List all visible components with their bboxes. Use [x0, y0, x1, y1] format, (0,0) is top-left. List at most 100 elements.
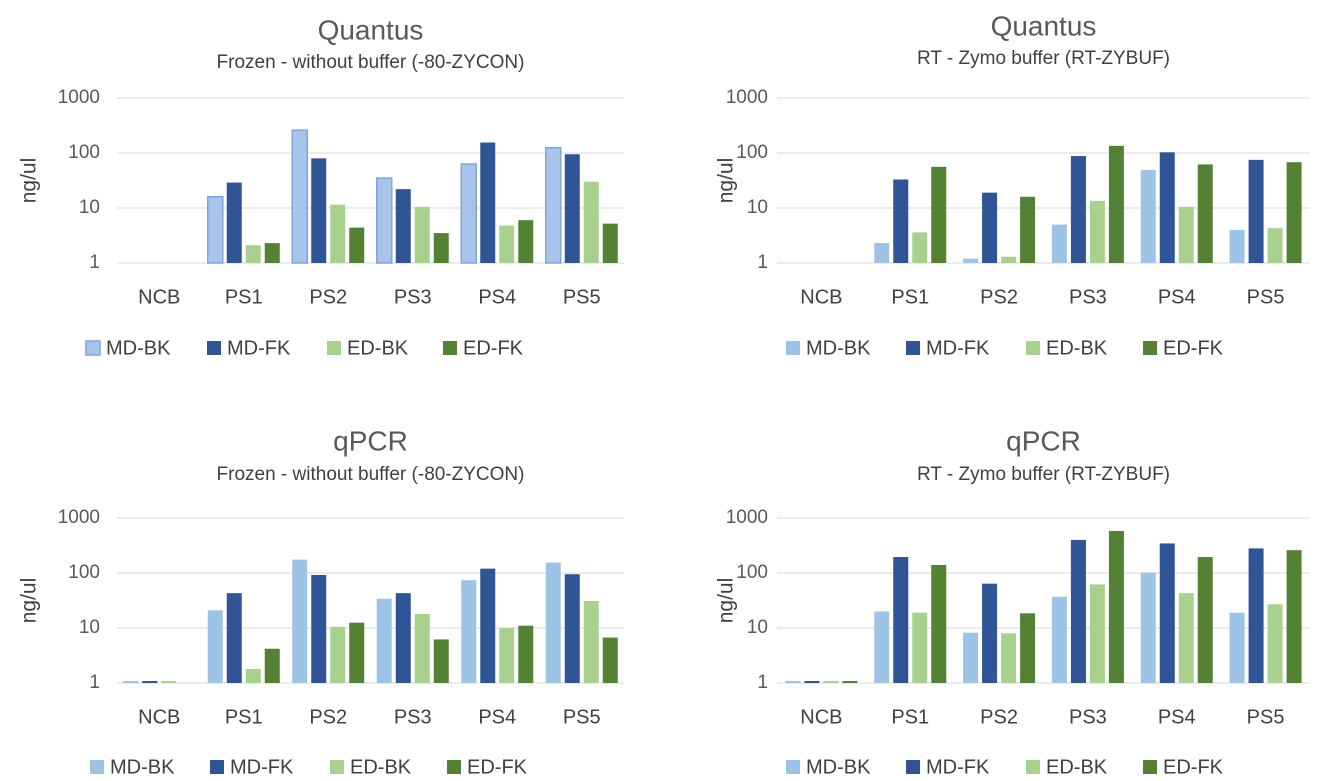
x-tick-label: PS4	[1158, 286, 1196, 308]
y-tick-label: 100	[736, 562, 768, 583]
legend-label-ed-fk: ED-FK	[1163, 337, 1224, 359]
legend-swatch-md-bk	[85, 340, 101, 356]
bar-ed-fk-ps3	[1108, 145, 1124, 263]
bar-ed-bk-ps5	[583, 181, 599, 263]
y-axis-label: ng/ul	[715, 578, 738, 624]
bar-md-fk-ps1	[226, 593, 242, 683]
legend-label-ed-bk: ED-BK	[1046, 756, 1108, 778]
legend-swatch-ed-fk	[1143, 760, 1157, 774]
y-tick-label: 10	[79, 197, 100, 218]
bar-md-fk-ps3	[395, 593, 411, 683]
legend-label-md-fk: MD-FK	[926, 337, 990, 359]
bar-ed-bk-ps3	[414, 206, 430, 263]
bar-ed-bk-ps1	[245, 668, 261, 683]
bar-md-fk-ps1	[226, 182, 242, 263]
legend-label-md-fk: MD-FK	[926, 756, 990, 778]
legend-label-md-bk: MD-BK	[110, 756, 175, 778]
bar-ed-fk-ps4	[518, 220, 534, 263]
bar-ed-fk-ps5	[602, 637, 618, 683]
bar-md-fk-ps4	[480, 142, 496, 263]
bar-md-bk-ps4	[461, 580, 477, 683]
bar-ed-bk-ps4	[1178, 593, 1194, 683]
bar-ed-bk-ps3	[414, 613, 430, 683]
bar-ed-bk-ps2	[1001, 256, 1017, 263]
bar-md-fk-ps5	[564, 154, 580, 263]
legend-swatch-md-bk	[786, 341, 800, 355]
legend-swatch-md-bk	[90, 760, 104, 774]
bar-md-bk-ps3	[1051, 596, 1067, 683]
x-tick-label: PS3	[394, 286, 432, 308]
chart-title: qPCR	[1006, 425, 1081, 456]
bar-md-fk-ps2	[982, 192, 998, 263]
y-tick-label: 10	[747, 197, 768, 218]
legend-label-ed-fk: ED-FK	[1163, 756, 1224, 778]
legend-swatch-md-fk	[207, 341, 221, 355]
legend-swatch-md-fk	[210, 760, 224, 774]
x-tick-label: PS4	[1158, 706, 1196, 728]
bar-ed-bk-ps1	[912, 232, 928, 263]
bar-ed-bk-ps3	[1089, 200, 1105, 263]
x-tick-label: PS1	[891, 706, 929, 728]
bar-ed-fk-ps2	[349, 622, 365, 683]
bar-ed-bk-ps3	[1089, 584, 1105, 683]
legend-swatch-ed-bk	[330, 760, 344, 774]
legend-label-ed-bk: ED-BK	[347, 337, 409, 359]
y-tick-label: 100	[736, 142, 768, 163]
chart-title: Quantus	[318, 14, 424, 45]
x-tick-label: NCB	[800, 286, 842, 308]
bar-md-fk-ps2	[311, 158, 327, 263]
bar-md-bk-ps2	[963, 258, 979, 263]
bar-md-fk-ps4	[480, 568, 496, 683]
legend-swatch-ed-fk	[447, 760, 461, 774]
bar-md-bk-ps4	[460, 163, 477, 264]
bar-ed-bk-ps4	[499, 225, 515, 263]
legend-swatch-ed-fk	[1143, 341, 1157, 355]
bar-md-fk-ps4	[1159, 152, 1175, 263]
bar-md-fk-ps1	[893, 179, 909, 263]
bar-ed-bk-ncb	[161, 681, 177, 683]
bar-ed-fk-ps2	[1020, 196, 1036, 263]
bar-ed-fk-ps3	[1108, 531, 1124, 683]
legend-label-md-fk: MD-FK	[227, 337, 291, 359]
y-tick-label: 100	[68, 562, 100, 583]
y-tick-label: 1	[89, 252, 100, 273]
x-tick-label: PS5	[1247, 286, 1285, 308]
bar-md-bk-ps1	[874, 243, 890, 263]
bar-md-fk-ps2	[311, 574, 327, 683]
y-tick-label: 1000	[726, 507, 768, 528]
bar-md-bk-ps5	[545, 562, 561, 683]
bar-ed-fk-ps4	[1197, 557, 1213, 683]
chart-panel-1: Quantus Frozen - without buffer (-80-ZYCO…	[18, 14, 624, 359]
chart-panel-3: qPCR Frozen - without buffer (-80-ZYCON) n…	[18, 425, 624, 778]
bar-md-bk-ps2	[291, 129, 308, 264]
chart-title: qPCR	[333, 425, 408, 456]
bar-ed-fk-ps1	[931, 166, 947, 263]
y-tick-label: 100	[68, 142, 100, 163]
x-tick-label: PS1	[225, 286, 263, 308]
y-tick-label: 10	[747, 617, 768, 638]
bar-ed-bk-ps4	[1178, 206, 1194, 263]
legend-label-ed-fk: ED-FK	[467, 756, 528, 778]
y-tick-label: 1	[757, 672, 768, 693]
bar-md-bk-ps5	[1229, 612, 1245, 683]
bar-ed-fk-ncb	[842, 681, 858, 683]
bar-ed-fk-ps4	[518, 625, 534, 683]
bar-md-bk-ps2	[963, 632, 979, 683]
bar-ed-fk-ps3	[433, 639, 449, 683]
bar-md-fk-ncb	[142, 681, 158, 683]
bar-md-bk-ps4	[1140, 572, 1156, 683]
bar-ed-fk-ps5	[1286, 162, 1302, 263]
x-tick-label: PS3	[1069, 706, 1107, 728]
bar-md-fk-ps3	[1070, 539, 1086, 683]
bar-ed-fk-ps2	[349, 227, 365, 263]
legend-label-md-bk: MD-BK	[806, 337, 871, 359]
legend-label-ed-bk: ED-BK	[350, 756, 412, 778]
chart-panel-4: qPCR RT - Zymo buffer (RT-ZYBUF) ng/ul 1 10 1…	[715, 425, 1310, 778]
bar-md-fk-ps3	[395, 189, 411, 263]
legend-swatch-ed-bk	[327, 341, 341, 355]
bar-ed-fk-ps3	[433, 233, 449, 263]
bar-ed-fk-ps2	[1020, 613, 1036, 683]
bar-md-bk-ps1	[207, 196, 224, 264]
bar-ed-bk-ps2	[1001, 633, 1017, 683]
